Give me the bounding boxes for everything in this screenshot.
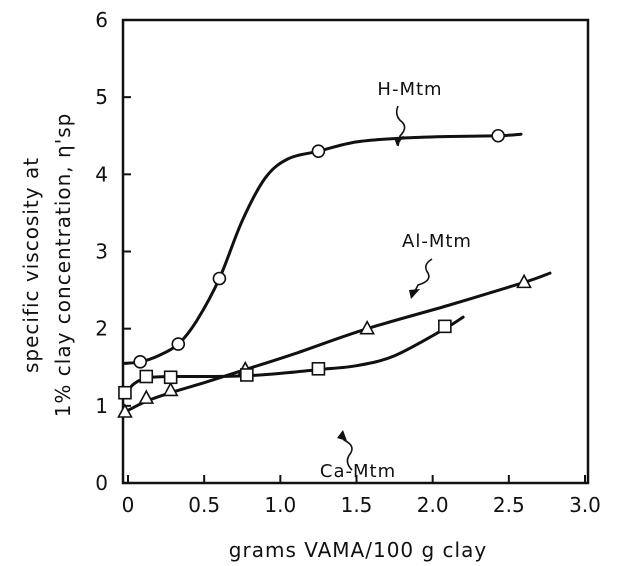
al-mtm-point — [138, 389, 155, 404]
ca-mtm-line — [123, 315, 465, 399]
ca-mtm-annotation-pointer — [341, 431, 353, 471]
x-tick-label: 2.5 — [493, 493, 525, 517]
x-tick-label: 3.0 — [569, 493, 601, 517]
h-mtm-point — [311, 144, 326, 158]
y-tick-label: 4 — [95, 162, 108, 186]
x-tick-label: 1.5 — [341, 493, 373, 517]
al-mtm-annotation-label: Al-Mtm — [402, 231, 472, 252]
marker-group — [117, 128, 532, 418]
ca-mtm-annotation-label: Ca-Mtm — [320, 461, 396, 482]
h-mtm-annotation-arrowhead — [394, 136, 404, 146]
ca-mtm-point — [438, 319, 452, 334]
annotation-group: H-Mtm Al-Mtm Ca-Mtm — [320, 79, 472, 482]
y-tick-label: 0 — [95, 471, 108, 495]
al-mtm-line — [123, 271, 552, 414]
al-mtm-point — [162, 381, 179, 397]
al-mtm-annotation-arrowhead — [409, 289, 420, 299]
y-tick-label: 1 — [95, 394, 108, 418]
y-tick-label: 2 — [95, 317, 108, 341]
h-mtm-annotation-label: H-Mtm — [377, 79, 442, 100]
al-mtm-annotation-pointer — [411, 258, 433, 298]
h-mtm-line — [123, 132, 523, 365]
x-tick-label: 2.0 — [417, 493, 449, 517]
h-mtm-point — [133, 355, 147, 369]
y-axis-label-line1: specific viscosity at — [19, 157, 43, 373]
plot-frame — [121, 18, 590, 485]
h-mtm-annotation-pointer — [395, 105, 406, 147]
y-tick-label: 6 — [95, 8, 108, 32]
y-axis-label-line2: 1% clay concentration, η'sp — [51, 113, 75, 418]
ca-mtm-point — [139, 369, 154, 384]
h-mtm-point — [212, 271, 227, 286]
x-tick-label: 0 — [122, 493, 135, 517]
y-tick-label: 3 — [95, 240, 108, 264]
al-mtm-point — [117, 403, 133, 418]
al-mtm-point — [516, 273, 532, 289]
tick-group: 0 0.5 1.0 1.5 2.0 2.5 3.0 0 1 2 3 4 5 6 — [95, 8, 601, 517]
ca-mtm-annotation-arrowhead — [337, 430, 347, 441]
x-axis-label: grams VAMA/100 g clay — [229, 538, 487, 562]
ca-mtm-point — [311, 361, 326, 376]
ca-mtm-point — [163, 370, 178, 385]
ca-mtm-point — [118, 385, 132, 400]
curve-group — [123, 132, 552, 414]
x-tick-label: 1.0 — [264, 493, 296, 517]
ca-mtm-point — [240, 368, 254, 382]
h-mtm-point — [171, 337, 186, 351]
x-tick-label: 0.5 — [188, 493, 220, 517]
al-mtm-point — [359, 319, 376, 335]
y-tick-label: 5 — [95, 85, 108, 109]
h-mtm-point — [491, 128, 505, 143]
